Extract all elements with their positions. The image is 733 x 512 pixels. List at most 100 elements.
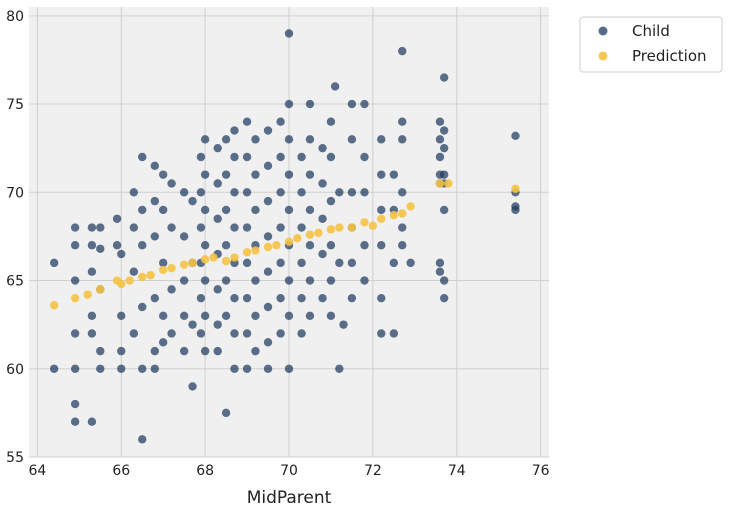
prediction-point: [70, 293, 80, 303]
child-point: [70, 223, 80, 232]
prediction-point: [272, 241, 281, 250]
child-point: [200, 241, 210, 250]
child-point: [179, 232, 189, 241]
child-point: [138, 241, 147, 250]
child-point: [221, 241, 231, 250]
prediction-point: [200, 255, 210, 264]
prediction-point: [49, 301, 59, 310]
child-point: [167, 329, 176, 338]
prediction-point: [284, 237, 294, 246]
child-point: [230, 152, 239, 162]
child-point: [326, 276, 336, 285]
child-point: [96, 223, 105, 232]
child-point: [200, 205, 210, 215]
child-point: [377, 241, 386, 250]
child-point: [70, 417, 80, 426]
legend-label-child: Child: [632, 22, 670, 40]
child-point: [129, 188, 139, 197]
child-point: [318, 143, 327, 153]
y-tick-label: 70: [6, 185, 24, 201]
x-tick-label: 76: [532, 463, 550, 479]
child-point: [242, 152, 252, 162]
child-point: [251, 276, 260, 285]
child-point: [360, 276, 369, 285]
child-point: [158, 170, 168, 179]
child-point: [335, 188, 344, 197]
child-point: [87, 223, 97, 232]
child-point: [200, 346, 210, 356]
child-point: [138, 435, 147, 444]
child-point: [360, 99, 369, 109]
child-point: [251, 311, 260, 321]
child-point: [318, 214, 327, 223]
prediction-point: [83, 290, 92, 299]
child-point: [263, 196, 273, 206]
child-point: [196, 152, 206, 162]
child-point: [347, 99, 357, 109]
child-point: [398, 188, 407, 197]
prediction-point: [263, 242, 273, 252]
child-point: [347, 188, 357, 197]
child-point: [70, 399, 80, 409]
child-point: [179, 276, 189, 285]
child-point: [129, 329, 139, 338]
prediction-point: [347, 223, 357, 232]
child-point: [167, 179, 176, 188]
child-point: [158, 205, 168, 215]
child-point: [305, 276, 315, 285]
child-point: [389, 258, 399, 268]
child-point: [129, 267, 139, 276]
child-point: [200, 276, 210, 285]
child-point: [138, 364, 147, 373]
child-point: [150, 293, 160, 303]
child-point: [305, 241, 315, 250]
child-point: [284, 99, 294, 109]
legend-box: [579, 16, 723, 73]
child-point: [242, 117, 252, 126]
child-point: [511, 205, 520, 215]
child-point: [150, 232, 160, 241]
child-point: [305, 170, 315, 179]
child-point: [96, 244, 105, 253]
child-point: [221, 205, 231, 215]
legend-marker-child: [598, 26, 608, 36]
child-point: [87, 329, 97, 338]
prediction-point: [444, 179, 453, 188]
child-point: [230, 329, 239, 338]
child-point: [398, 117, 407, 126]
child-point: [230, 223, 239, 232]
child-point: [326, 241, 336, 250]
child-point: [305, 311, 315, 321]
child-point: [318, 249, 327, 259]
prediction-point: [360, 218, 369, 227]
child-point: [117, 249, 126, 259]
child-point: [276, 329, 285, 338]
child-point: [196, 223, 206, 232]
child-point: [230, 188, 239, 197]
child-point: [87, 241, 97, 250]
child-point: [70, 364, 80, 373]
child-point: [326, 117, 336, 126]
child-point: [138, 302, 147, 312]
child-point: [377, 170, 386, 179]
child-point: [276, 152, 285, 162]
prediction-point: [188, 258, 197, 268]
child-point: [360, 152, 369, 162]
prediction-point: [406, 202, 415, 211]
child-point: [339, 320, 348, 329]
child-point: [96, 364, 105, 373]
child-point: [196, 329, 206, 338]
child-point: [435, 258, 445, 268]
prediction-point: [435, 179, 445, 188]
child-point: [439, 143, 449, 153]
legend-marker-prediction: [598, 51, 608, 61]
child-point: [70, 329, 80, 338]
child-point: [263, 161, 273, 171]
child-point: [242, 188, 252, 197]
child-point: [221, 408, 231, 418]
child-point: [335, 364, 344, 373]
child-point: [251, 170, 260, 179]
child-point: [284, 364, 294, 373]
child-point: [305, 99, 315, 109]
prediction-point: [251, 246, 260, 255]
